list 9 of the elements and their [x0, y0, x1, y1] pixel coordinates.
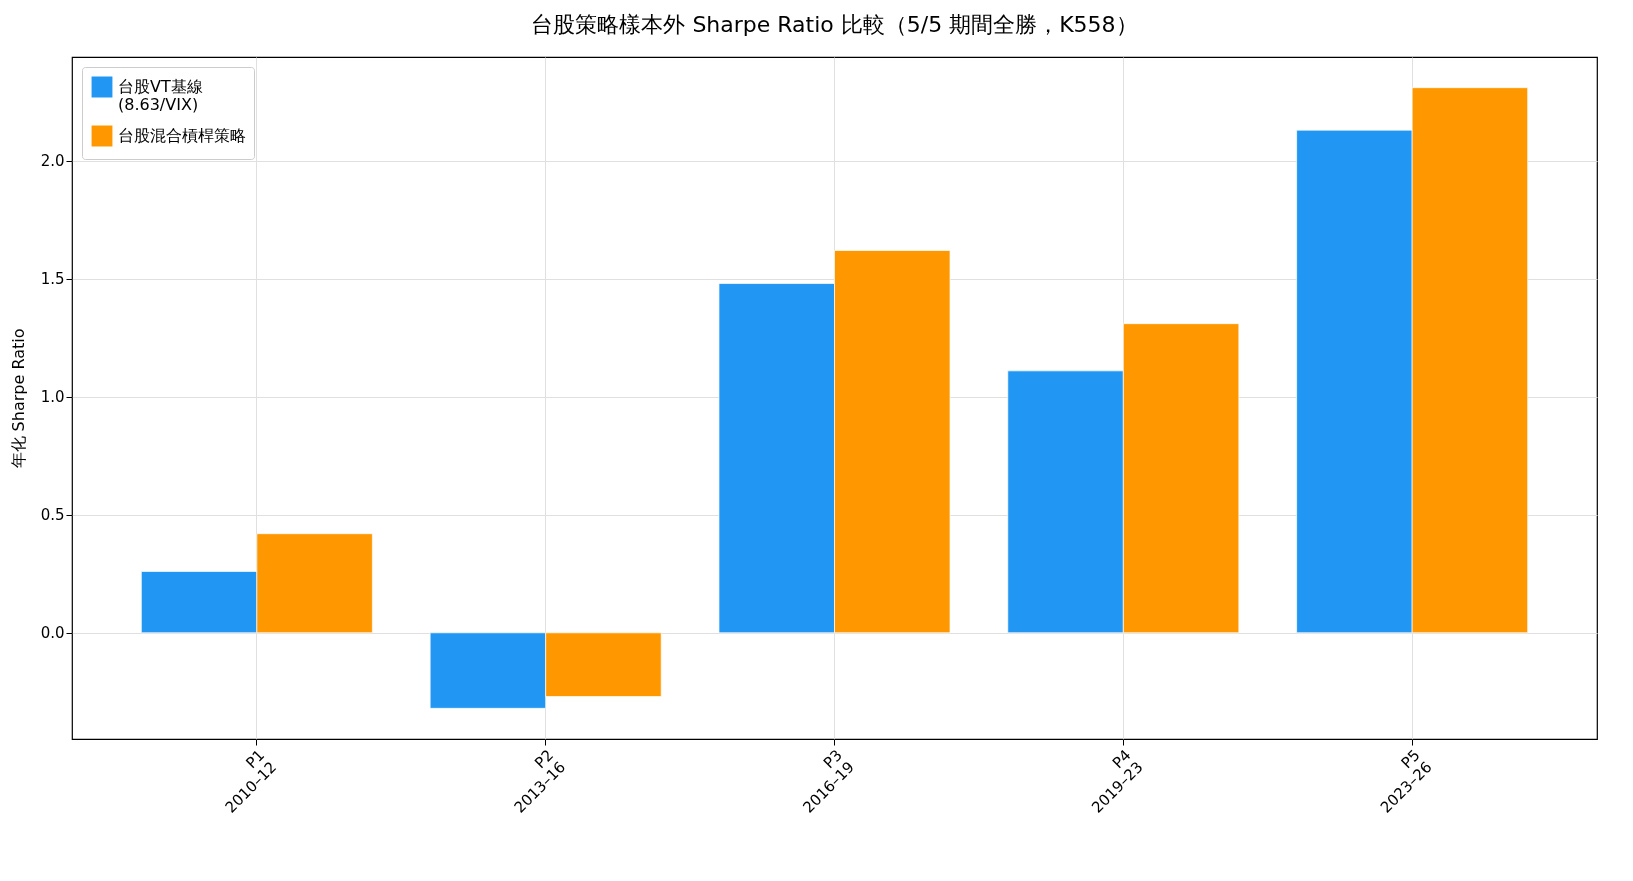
legend-label: 台股VT基線 (8.63/VIX): [118, 77, 203, 114]
y-tick-label: 1.0: [40, 388, 65, 407]
y-tick-label: 1.5: [40, 270, 65, 289]
y-tick-label: 2.0: [40, 152, 65, 171]
y-axis-title: 年化 Sharpe Ratio: [8, 328, 28, 469]
chart-title: 台股策略樣本外 Sharpe Ratio 比較（5/5 期間全勝，K558）: [531, 12, 1138, 37]
y-tick-label: 0.5: [40, 506, 65, 525]
y-tick-label: 0.0: [40, 624, 65, 643]
legend-label: 台股混合槓桿策略: [118, 126, 246, 145]
